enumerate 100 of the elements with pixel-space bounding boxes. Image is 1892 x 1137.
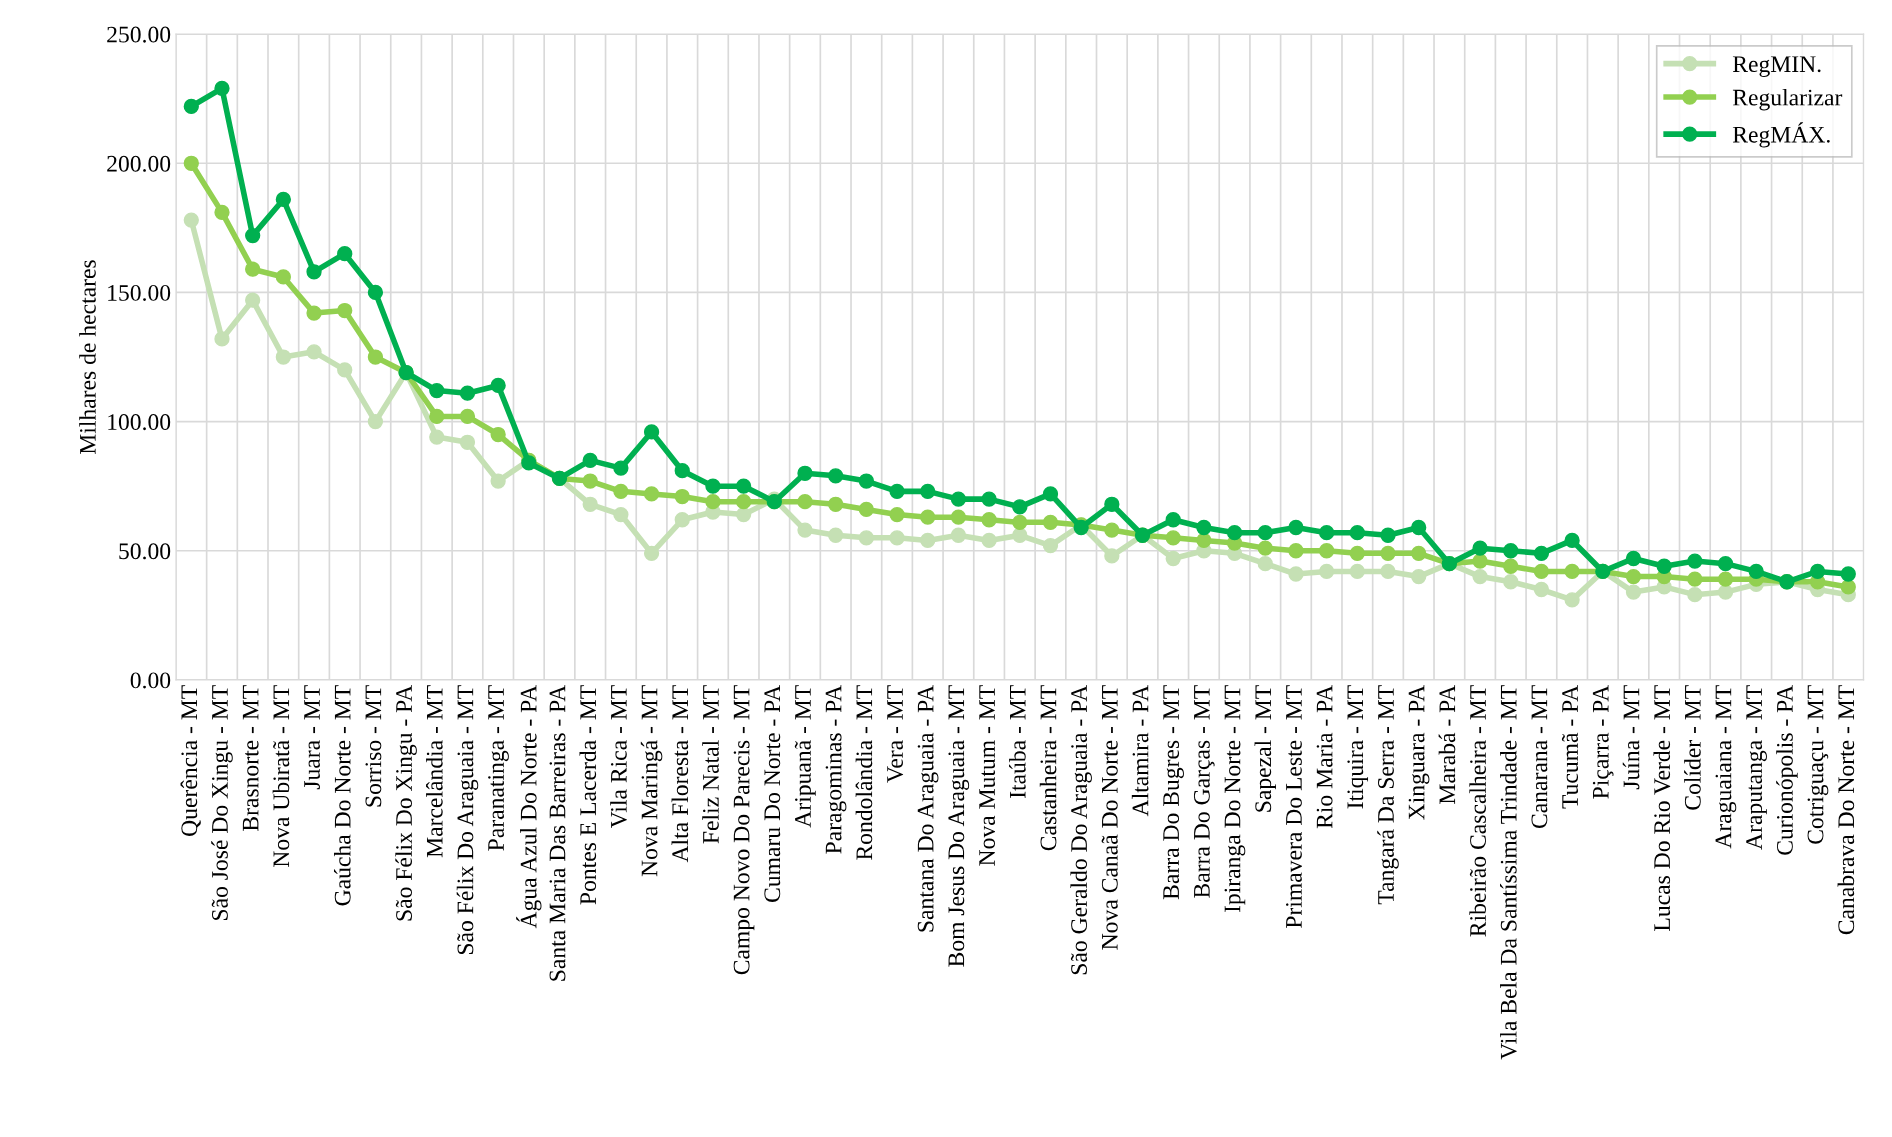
point (1503, 558, 1519, 574)
point (643, 486, 660, 502)
point (1380, 527, 1396, 543)
x-tick-label: Pontes E Lacerda - MT (579, 685, 597, 905)
point (1533, 545, 1550, 561)
point (337, 246, 353, 262)
point (1687, 571, 1703, 587)
point (1012, 499, 1028, 515)
x-tick-label: Xinguara - PA (1408, 684, 1430, 820)
x-tick-label: Sorriso - MT (365, 685, 382, 807)
x-tick-label: Vera - MT (887, 685, 904, 783)
point (1257, 525, 1273, 541)
point (1349, 525, 1365, 541)
point (613, 483, 629, 499)
point (183, 155, 199, 171)
x-tick-label: Aripuanã - MT (794, 685, 816, 828)
point (275, 349, 291, 365)
y-tick-label: 100.00 (108, 414, 171, 431)
point (674, 512, 690, 528)
point (582, 452, 598, 468)
point (858, 473, 875, 489)
point (828, 468, 844, 484)
point (797, 465, 813, 481)
point (920, 509, 936, 525)
point (1840, 579, 1856, 595)
point (1472, 553, 1488, 569)
point (705, 478, 721, 494)
point (705, 494, 721, 510)
point (1564, 563, 1580, 580)
x-tick-label: Querência - MT (180, 685, 201, 836)
x-tick-label: Nova Ubiratã - MT (272, 685, 290, 868)
point (889, 506, 905, 523)
point (337, 302, 353, 319)
point (889, 530, 905, 546)
x-tick-label: Nova Canaã Do Norte - MT (1101, 685, 1118, 950)
point (828, 527, 844, 543)
point (1503, 543, 1519, 559)
point (214, 80, 230, 96)
point (1503, 574, 1519, 590)
legend-label: RegMIN. (1732, 56, 1821, 77)
point (1472, 568, 1488, 585)
point (1165, 530, 1181, 546)
point (1411, 519, 1427, 536)
x-tick-label: São Félix Do Araguaia - MT (456, 685, 479, 955)
point (1104, 548, 1120, 564)
point (950, 509, 967, 525)
x-tick-label: Gaúcha Do Norte - MT (333, 685, 351, 906)
point (429, 382, 445, 399)
point (306, 305, 322, 321)
legend-label: Regularizar (1732, 88, 1843, 111)
x-tick-label: Rio Maria - PA (1316, 684, 1333, 829)
x-tick-label: Itaúba - MT (1009, 685, 1026, 799)
x-tick-label: Curionópolis - PA (1776, 684, 1798, 855)
point (367, 284, 384, 301)
x-tick-label: Castanheira - MT (1039, 685, 1057, 851)
point (1533, 581, 1550, 598)
point (1104, 496, 1120, 512)
point (1012, 527, 1028, 543)
point (490, 473, 506, 489)
point (613, 506, 629, 523)
x-tick-label: Vila Bela Da Santíssima Trindade - MT (1500, 685, 1517, 1060)
point (183, 212, 199, 228)
y-tick-label: 150.00 (108, 284, 171, 301)
x-tick-label: Santa Maria Das Barreiras - PA (549, 684, 566, 981)
x-tick-label: Tangará Da Serra - MT (1377, 685, 1399, 905)
y-axis-title: Milhares de hectares (79, 260, 96, 455)
point (1288, 519, 1304, 536)
point (828, 496, 844, 512)
y-tick-label: 0.00 (130, 672, 171, 689)
x-tick-label: Ribeirão Cascalheira - MT (1469, 685, 1486, 937)
x-tick-label: Canabrava Do Norte - MT (1837, 685, 1855, 935)
point (1042, 514, 1059, 530)
point (735, 494, 752, 510)
point (950, 491, 967, 507)
x-tick-label: Araguaiana - MT (1715, 685, 1737, 849)
point (1257, 556, 1273, 572)
point (858, 530, 875, 546)
x-tick-label: Cotriguaçu - MT (1807, 685, 1829, 844)
point (1165, 550, 1181, 567)
x-tick-label: Primavera Do Leste - MT (1285, 685, 1302, 929)
point (1717, 584, 1734, 600)
point (643, 424, 660, 440)
x-tick-label: Alta Floresta - MT (671, 685, 689, 863)
point (1533, 563, 1550, 580)
point (1349, 545, 1365, 561)
point (1717, 571, 1734, 587)
point (306, 344, 322, 360)
point (1380, 563, 1396, 580)
point (337, 362, 353, 378)
point (1564, 532, 1580, 549)
x-tick-label: Colíder - MT (1684, 685, 1701, 810)
point (1318, 543, 1335, 559)
point (183, 98, 199, 115)
point (920, 532, 936, 549)
point (582, 473, 598, 489)
point (459, 385, 476, 401)
x-tick-label: Canarana - MT (1531, 685, 1548, 829)
legend-label: RegMÁX. (1732, 122, 1830, 148)
x-tick-label: Bom Jesus Do Araguaia - MT (948, 685, 970, 967)
point (950, 527, 967, 543)
